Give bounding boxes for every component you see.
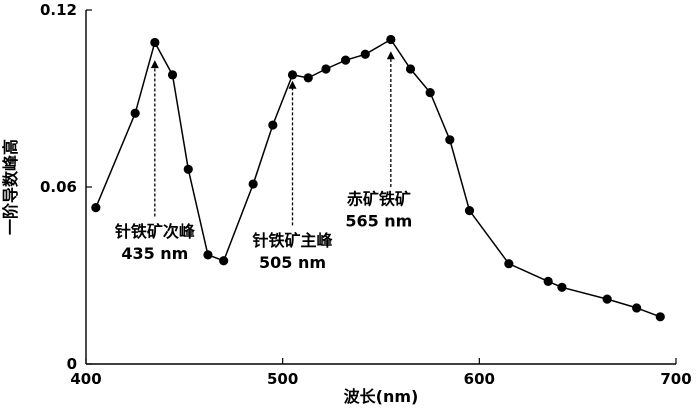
annotation-line: 针铁矿主峰 bbox=[252, 231, 333, 250]
data-point bbox=[321, 64, 331, 74]
series-group bbox=[91, 34, 665, 322]
annotation-arrowhead bbox=[150, 60, 159, 69]
data-point bbox=[386, 34, 396, 45]
annotation-arrowhead bbox=[386, 51, 395, 60]
ticks: 400 500 600 700 0 0.06 0.12 bbox=[40, 1, 692, 388]
annotation-arrowhead bbox=[288, 80, 297, 89]
data-point bbox=[268, 120, 278, 130]
x-tick-label: 500 bbox=[267, 370, 298, 388]
data-point bbox=[557, 282, 567, 292]
annotation-line: 565 nm bbox=[345, 212, 412, 231]
data-point bbox=[150, 37, 160, 48]
x-tick-label: 600 bbox=[464, 370, 495, 388]
data-point bbox=[504, 259, 514, 269]
data-point bbox=[219, 256, 229, 266]
data-point bbox=[183, 164, 193, 174]
data-point bbox=[405, 64, 416, 74]
x-tick-label: 400 bbox=[70, 370, 101, 388]
annotation-line: 赤矿铁矿 bbox=[347, 190, 411, 209]
data-point bbox=[543, 276, 553, 286]
y-tick-label: 0.12 bbox=[40, 1, 77, 19]
data-point bbox=[602, 294, 612, 304]
annotation-label: 针铁矿主峰 505 nm bbox=[252, 231, 333, 272]
x-tick-label: 700 bbox=[660, 370, 691, 388]
y-tick-label: 0.06 bbox=[40, 178, 77, 196]
axes bbox=[85, 10, 676, 365]
annotation-label: 赤矿铁矿 565 nm bbox=[345, 190, 412, 231]
data-point bbox=[303, 73, 313, 83]
data-point bbox=[632, 303, 642, 313]
annotation-line: 435 nm bbox=[121, 244, 188, 263]
data-point bbox=[425, 88, 435, 98]
data-point bbox=[167, 70, 178, 80]
annotations: 针铁矿次峰 435 nm 针铁矿主峰 505 nm 赤矿铁矿 565 nm bbox=[115, 51, 412, 272]
data-point bbox=[287, 70, 298, 80]
annotation-line: 505 nm bbox=[259, 253, 326, 272]
y-axis-title: 一阶导数峰高 bbox=[1, 139, 20, 235]
data-point bbox=[445, 135, 455, 145]
data-point bbox=[464, 206, 475, 216]
data-point bbox=[360, 49, 370, 59]
annotation-label: 针铁矿次峰 435 nm bbox=[115, 222, 196, 263]
data-point bbox=[655, 312, 665, 322]
y-tick-label: 0 bbox=[67, 355, 77, 373]
x-axis-title: 波长(nm) bbox=[344, 387, 419, 406]
data-point bbox=[91, 203, 101, 213]
data-point bbox=[341, 55, 351, 65]
series-line bbox=[95, 38, 661, 318]
data-point bbox=[248, 179, 258, 189]
data-point bbox=[203, 250, 213, 260]
data-point bbox=[130, 108, 140, 118]
annotation-line: 针铁矿次峰 bbox=[115, 222, 196, 241]
